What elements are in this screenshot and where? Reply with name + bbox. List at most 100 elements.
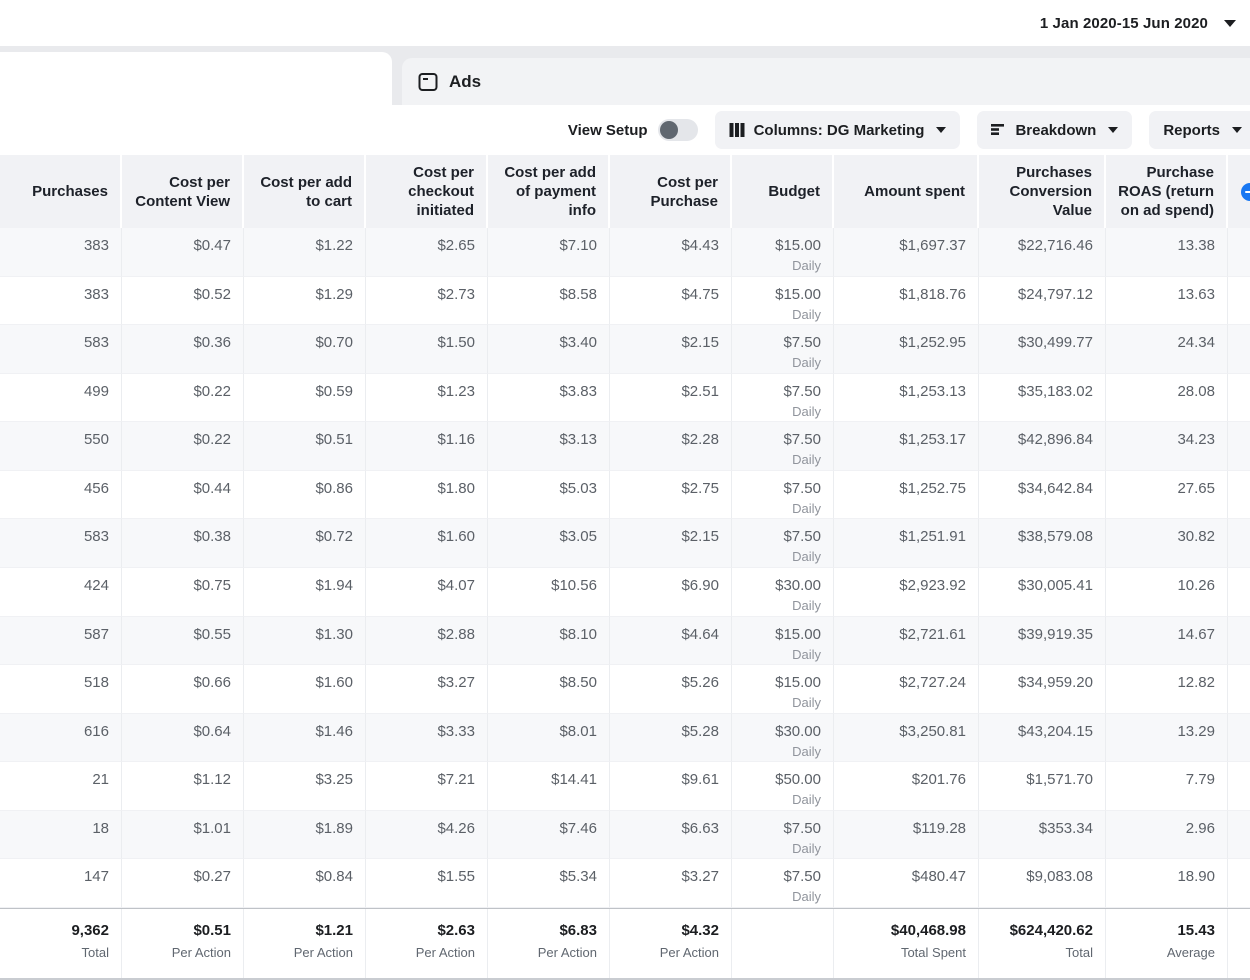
- cell-cost-per-purchase: $2.51: [610, 373, 732, 423]
- budget-value: $15.00: [775, 285, 821, 303]
- cell-cost-per-checkout-initiated: $1.16: [366, 422, 488, 471]
- reports-button[interactable]: Reports: [1149, 111, 1250, 149]
- cell-cost-per-checkout-initiated: $1.23: [366, 373, 488, 423]
- budget-type: Daily: [792, 597, 821, 613]
- column-header-overflow: [1228, 155, 1250, 228]
- cell-overflow: [1228, 471, 1250, 520]
- column-header-cost-per-checkout-initiated[interactable]: Cost per checkout initiated: [366, 155, 488, 228]
- total-value: $4.32: [681, 921, 719, 939]
- toolbar: View Setup Columns: DG Marketing Breakdo…: [0, 105, 1250, 155]
- cell-budget: $7.50 Daily: [732, 810, 834, 860]
- total-value: $6.83: [559, 921, 597, 939]
- cell-cost-per-add-of-payment-info: $3.83: [488, 373, 610, 423]
- column-header-amount-spent[interactable]: Amount spent: [834, 155, 979, 228]
- budget-value: $30.00: [775, 722, 821, 740]
- cell-purchase-roas: 2.96: [1106, 810, 1228, 860]
- table-body: 383 $0.47 $1.22 $2.65 $7.10 $4.43 $15.00 Daily $…: [0, 228, 1250, 908]
- column-header-purchases-conversion-value[interactable]: Purchases Conversion Value: [979, 155, 1106, 228]
- cell-purchases: 518: [0, 665, 122, 714]
- cell-purchases: 587: [0, 616, 122, 666]
- column-header-cost-per-add-of-payment-info[interactable]: Cost per add of payment info: [488, 155, 610, 228]
- cell-amount-spent: $201.76: [834, 762, 979, 811]
- budget-value: $7.50: [783, 431, 821, 449]
- cell-amount-spent: $1,252.95: [834, 325, 979, 374]
- total-value: 15.43: [1177, 921, 1215, 939]
- cell-purchase-roas: 12.82: [1106, 665, 1228, 714]
- cell-amount-spent: $2,923.92: [834, 567, 979, 617]
- chevron-down-icon: [1108, 127, 1119, 133]
- total-value: $2.63: [437, 921, 475, 939]
- cell-cost-per-add-of-payment-info: $3.13: [488, 422, 610, 471]
- cell-overflow: [1228, 228, 1250, 277]
- cell-cost-per-checkout-initiated: $2.73: [366, 276, 488, 326]
- cell-cost-per-add-to-cart: $1.22: [244, 228, 366, 277]
- column-header-cost-per-add-to-cart[interactable]: Cost per add to cart: [244, 155, 366, 228]
- cell-cost-per-add-to-cart: $0.70: [244, 325, 366, 374]
- cell-cost-per-purchase: $2.75: [610, 470, 732, 520]
- cell-purchases-conversion-value: $34,959.20: [979, 665, 1106, 714]
- cell-amount-spent: $3,250.81: [834, 713, 979, 763]
- cell-cost-per-content-view: $0.27: [122, 859, 244, 908]
- budget-value: $7.50: [783, 819, 821, 837]
- view-setup-label: View Setup: [567, 121, 648, 139]
- total-value: 9,362: [71, 921, 109, 939]
- table-row: 583 $0.36 $0.70 $1.50 $3.40 $2.15 $7.50 Daily $1…: [0, 325, 1250, 374]
- cell-budget: $30.00 Daily: [732, 567, 834, 617]
- total-cell-purchases: 9,362 Total: [0, 908, 122, 978]
- cell-overflow: [1228, 714, 1250, 763]
- cell-cost-per-checkout-initiated: $1.55: [366, 859, 488, 908]
- total-label: Per Action: [415, 944, 475, 960]
- cell-cost-per-add-of-payment-info: $5.34: [488, 859, 610, 908]
- table-row: 147 $0.27 $0.84 $1.55 $5.34 $3.27 $7.50 Daily $4…: [0, 859, 1250, 908]
- total-value: $1.21: [315, 921, 353, 939]
- cell-cost-per-content-view: $0.22: [122, 373, 244, 423]
- cell-cost-per-add-to-cart: $1.29: [244, 276, 366, 326]
- columns-button-label: Columns: DG Marketing: [753, 121, 925, 139]
- columns-button[interactable]: Columns: DG Marketing: [714, 111, 961, 149]
- cell-cost-per-purchase: $9.61: [610, 762, 732, 811]
- cell-purchase-roas: 13.29: [1106, 713, 1228, 763]
- cell-cost-per-add-of-payment-info: $7.46: [488, 810, 610, 860]
- cell-purchase-roas: 13.38: [1106, 228, 1228, 277]
- column-header-cost-per-purchase[interactable]: Cost per Purchase: [610, 155, 732, 228]
- budget-type: Daily: [792, 549, 821, 565]
- cell-cost-per-checkout-initiated: $4.26: [366, 810, 488, 860]
- tab-active-blank[interactable]: [0, 52, 392, 105]
- total-cell-cost-per-add-to-cart: $1.21 Per Action: [244, 908, 366, 978]
- cell-cost-per-add-to-cart: $0.51: [244, 422, 366, 471]
- cell-budget: $30.00 Daily: [732, 713, 834, 763]
- total-cell-overflow: [1228, 909, 1250, 978]
- budget-type: Daily: [792, 646, 821, 662]
- column-header-cost-per-content-view[interactable]: Cost per Content View: [122, 155, 244, 228]
- table-row: 383 $0.47 $1.22 $2.65 $7.10 $4.43 $15.00 Daily $…: [0, 228, 1250, 277]
- ads-window-icon: [418, 72, 438, 92]
- column-header-purchase-roas[interactable]: Purchase ROAS (return on ad spend): [1106, 155, 1228, 228]
- cell-cost-per-add-to-cart: $1.46: [244, 713, 366, 763]
- cell-overflow: [1228, 568, 1250, 617]
- column-header-budget[interactable]: Budget: [732, 155, 834, 228]
- date-range-selector[interactable]: 1 Jan 2020-15 Jun 2020: [1039, 14, 1208, 32]
- cell-cost-per-content-view: $1.01: [122, 810, 244, 860]
- cell-purchase-roas: 18.90: [1106, 859, 1228, 908]
- cell-cost-per-purchase: $4.75: [610, 276, 732, 326]
- cell-purchases-conversion-value: $42,896.84: [979, 422, 1106, 471]
- toggle-knob: [659, 121, 678, 139]
- cell-cost-per-purchase: $4.43: [610, 228, 732, 277]
- cell-budget: $7.50 Daily: [732, 519, 834, 568]
- cell-overflow: [1228, 325, 1250, 374]
- cell-amount-spent: $2,727.24: [834, 665, 979, 714]
- tab-ads[interactable]: Ads: [402, 58, 1250, 105]
- table-row: 21 $1.12 $3.25 $7.21 $14.41 $9.61 $50.00 Daily $…: [0, 762, 1250, 811]
- column-header-purchases[interactable]: Purchases: [0, 155, 122, 228]
- table-row: 583 $0.38 $0.72 $1.60 $3.05 $2.15 $7.50 Daily $1…: [0, 519, 1250, 568]
- cell-cost-per-purchase: $2.15: [610, 519, 732, 568]
- cell-cost-per-purchase: $6.90: [610, 567, 732, 617]
- info-icon[interactable]: [1241, 183, 1250, 201]
- cell-overflow: [1228, 859, 1250, 908]
- view-setup-toggle[interactable]: [657, 119, 698, 141]
- breakdown-button[interactable]: Breakdown: [977, 111, 1133, 149]
- table-row: 499 $0.22 $0.59 $1.23 $3.83 $2.51 $7.50 Daily $1…: [0, 373, 1250, 423]
- total-value: $624,420.62: [1009, 921, 1093, 939]
- chevron-down-icon[interactable]: [1224, 19, 1236, 27]
- total-cell-cost-per-add-of-payment-info: $6.83 Per Action: [488, 908, 610, 978]
